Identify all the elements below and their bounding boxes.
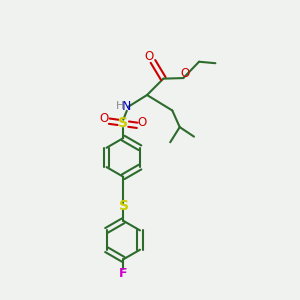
Text: O: O [100,112,109,125]
Text: H: H [116,101,124,111]
Text: S: S [119,199,129,213]
Text: N: N [122,100,131,113]
Text: O: O [145,50,154,63]
Text: O: O [138,116,147,129]
Text: S: S [118,116,128,130]
Text: O: O [180,67,189,80]
Text: F: F [119,267,128,280]
